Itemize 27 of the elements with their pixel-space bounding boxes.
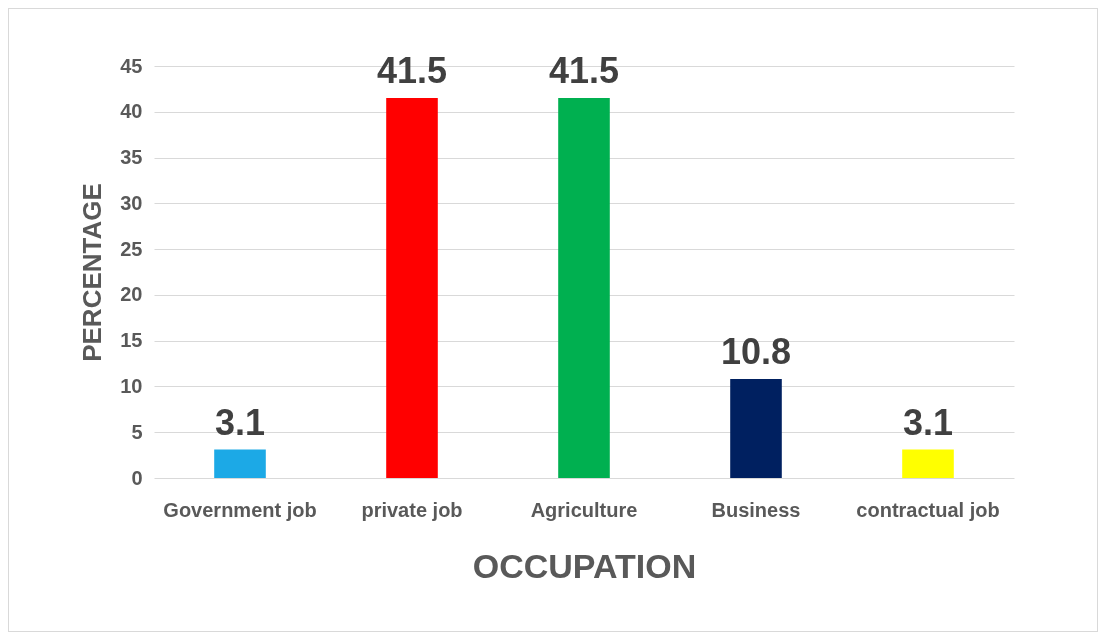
y-tick-label: 25 <box>120 237 143 260</box>
data-label: 3.1 <box>214 401 266 443</box>
x-tick-label: contractual job <box>856 498 1000 521</box>
y-axis-title: PERCENTAGE <box>77 183 108 362</box>
y-tick-label: 35 <box>120 146 143 169</box>
y-tick-label: 30 <box>120 191 143 214</box>
y-tick-label: 45 <box>120 54 143 77</box>
y-tick-label: 0 <box>131 466 143 489</box>
bar <box>558 98 610 478</box>
x-tick-label: Agriculture <box>530 498 638 521</box>
bar <box>902 449 954 478</box>
y-tick-label: 40 <box>120 100 143 123</box>
x-tick-label: Government job <box>163 498 317 521</box>
data-label: 3.1 <box>902 401 954 443</box>
data-label: 41.5 <box>548 50 620 92</box>
y-tick-label: 20 <box>120 283 143 306</box>
data-label: 10.8 <box>720 331 792 373</box>
x-tick-label: private job <box>361 498 463 521</box>
bar <box>386 98 438 478</box>
data-label: 41.5 <box>376 50 448 92</box>
y-tick-label: 5 <box>131 420 143 443</box>
y-tick-label: 10 <box>120 374 143 397</box>
y-tick-label: 15 <box>120 329 143 352</box>
bar <box>214 449 266 478</box>
x-axis-title: OCCUPATION <box>472 546 697 585</box>
x-tick-label: Business <box>711 498 801 521</box>
bar <box>730 379 782 478</box>
